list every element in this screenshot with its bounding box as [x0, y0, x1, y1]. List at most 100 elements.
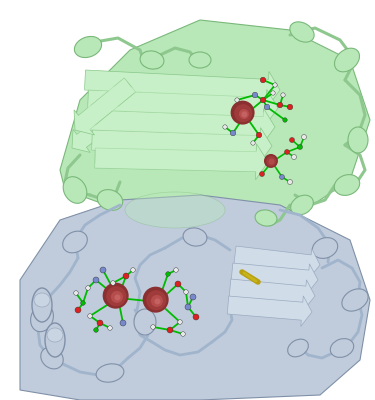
- Ellipse shape: [88, 314, 92, 318]
- Ellipse shape: [142, 287, 169, 313]
- Ellipse shape: [264, 154, 278, 168]
- Ellipse shape: [334, 48, 360, 72]
- Ellipse shape: [114, 294, 120, 300]
- Ellipse shape: [74, 291, 78, 295]
- Ellipse shape: [285, 150, 290, 154]
- Polygon shape: [60, 20, 370, 230]
- Ellipse shape: [290, 22, 314, 42]
- Ellipse shape: [268, 158, 274, 164]
- Ellipse shape: [32, 288, 52, 322]
- Polygon shape: [72, 98, 135, 152]
- Ellipse shape: [86, 286, 90, 290]
- Polygon shape: [84, 70, 280, 107]
- Polygon shape: [95, 163, 256, 172]
- Ellipse shape: [140, 51, 164, 69]
- Polygon shape: [229, 279, 315, 310]
- Ellipse shape: [103, 283, 129, 309]
- Ellipse shape: [287, 104, 293, 110]
- Ellipse shape: [108, 326, 112, 330]
- Ellipse shape: [260, 97, 266, 103]
- Ellipse shape: [97, 320, 103, 326]
- Ellipse shape: [154, 298, 160, 304]
- Ellipse shape: [123, 273, 129, 279]
- Ellipse shape: [178, 320, 182, 324]
- Ellipse shape: [45, 323, 65, 357]
- Ellipse shape: [181, 332, 185, 336]
- Ellipse shape: [94, 328, 98, 332]
- Ellipse shape: [252, 92, 258, 98]
- Ellipse shape: [190, 294, 196, 300]
- Polygon shape: [90, 125, 263, 136]
- Ellipse shape: [312, 238, 338, 258]
- Ellipse shape: [193, 314, 199, 320]
- Ellipse shape: [348, 127, 368, 153]
- Polygon shape: [79, 78, 127, 119]
- Ellipse shape: [151, 325, 155, 329]
- Ellipse shape: [342, 289, 368, 311]
- Polygon shape: [20, 195, 370, 400]
- Ellipse shape: [291, 195, 314, 215]
- Ellipse shape: [291, 154, 297, 160]
- Ellipse shape: [34, 293, 50, 307]
- Ellipse shape: [63, 177, 87, 203]
- Ellipse shape: [334, 175, 360, 195]
- Ellipse shape: [242, 111, 248, 118]
- Ellipse shape: [47, 328, 63, 342]
- Ellipse shape: [281, 93, 285, 97]
- Ellipse shape: [81, 301, 85, 305]
- Ellipse shape: [63, 231, 87, 253]
- Ellipse shape: [31, 304, 53, 332]
- Ellipse shape: [260, 77, 266, 83]
- Ellipse shape: [279, 174, 285, 180]
- Ellipse shape: [100, 267, 106, 273]
- Ellipse shape: [230, 130, 236, 136]
- Ellipse shape: [111, 291, 123, 303]
- Ellipse shape: [96, 364, 124, 382]
- Ellipse shape: [283, 118, 287, 122]
- Ellipse shape: [234, 104, 252, 122]
- Ellipse shape: [251, 141, 255, 145]
- Ellipse shape: [75, 307, 81, 313]
- Polygon shape: [77, 98, 128, 138]
- Ellipse shape: [93, 277, 99, 283]
- Polygon shape: [84, 85, 268, 99]
- Ellipse shape: [235, 98, 239, 102]
- Ellipse shape: [266, 156, 276, 166]
- Ellipse shape: [271, 91, 275, 95]
- Ellipse shape: [167, 327, 173, 333]
- Ellipse shape: [260, 172, 264, 176]
- Ellipse shape: [125, 192, 225, 228]
- Ellipse shape: [288, 180, 292, 184]
- Ellipse shape: [175, 281, 181, 287]
- Polygon shape: [92, 145, 260, 156]
- Ellipse shape: [166, 272, 170, 276]
- Polygon shape: [88, 90, 278, 126]
- Ellipse shape: [330, 338, 354, 358]
- Ellipse shape: [231, 101, 255, 125]
- Polygon shape: [90, 108, 275, 144]
- Ellipse shape: [41, 347, 63, 369]
- Ellipse shape: [183, 228, 207, 246]
- Ellipse shape: [255, 210, 277, 226]
- Ellipse shape: [223, 125, 227, 129]
- Ellipse shape: [290, 138, 294, 142]
- Polygon shape: [92, 128, 272, 164]
- Ellipse shape: [134, 309, 156, 335]
- Ellipse shape: [184, 290, 188, 294]
- Ellipse shape: [111, 281, 115, 285]
- Ellipse shape: [146, 290, 166, 310]
- Ellipse shape: [256, 132, 262, 138]
- Ellipse shape: [131, 268, 135, 272]
- Ellipse shape: [185, 304, 191, 310]
- Ellipse shape: [277, 102, 283, 108]
- Polygon shape: [88, 105, 266, 118]
- Ellipse shape: [98, 190, 123, 210]
- Ellipse shape: [264, 104, 270, 110]
- Polygon shape: [234, 246, 320, 279]
- Polygon shape: [231, 263, 318, 294]
- Ellipse shape: [288, 339, 308, 357]
- Ellipse shape: [106, 286, 126, 306]
- Ellipse shape: [189, 52, 211, 68]
- Ellipse shape: [74, 36, 102, 58]
- Ellipse shape: [302, 134, 306, 140]
